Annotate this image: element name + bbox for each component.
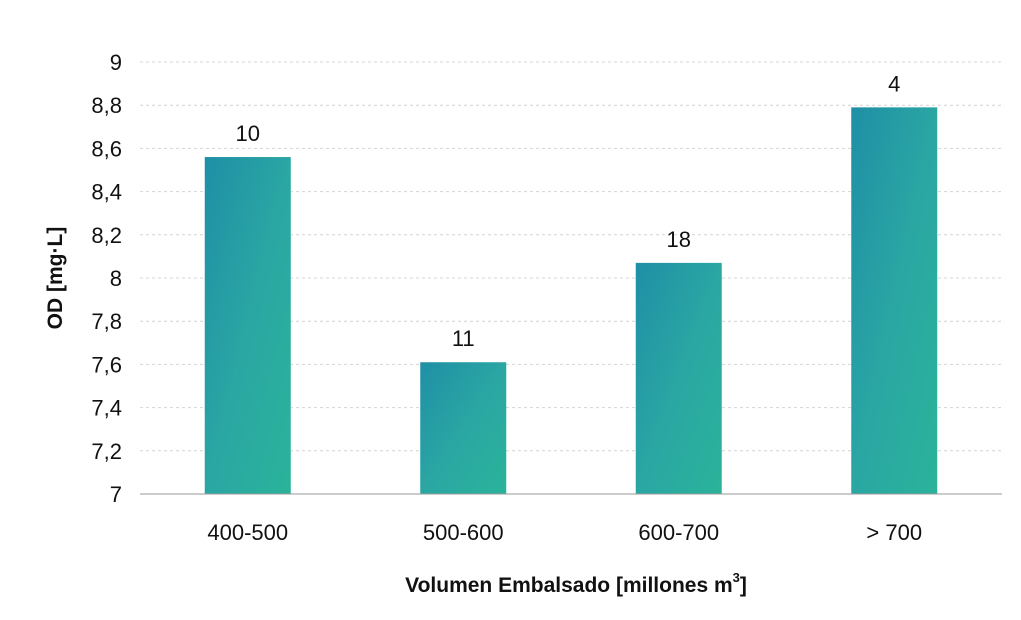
data-label: 18 (667, 227, 691, 252)
y-axis-ticks: 7 7,2 7,4 7,6 7,8 8 8,2 8,4 8,6 8,8 9 (91, 50, 122, 507)
bar (204, 157, 291, 495)
y-tick-label: 7,2 (91, 439, 122, 464)
y-tick-label: 7,6 (91, 352, 122, 377)
y-tick-label: 7,8 (91, 309, 122, 334)
x-axis-title-main: Volumen Embalsado [millones m (405, 574, 733, 597)
bar (420, 362, 507, 494)
x-axis-title-end: ] (740, 574, 747, 597)
y-tick-label: 9 (110, 50, 122, 75)
x-category-label: > 700 (866, 520, 922, 545)
data-labels: 10 11 18 4 (236, 71, 901, 351)
y-tick-label: 8,2 (91, 223, 122, 248)
x-category-label: 500-600 (423, 520, 504, 545)
x-axis-title: Volumen Embalsado [millones m3] (405, 570, 747, 597)
y-tick-label: 8 (110, 266, 122, 291)
data-label: 11 (452, 326, 475, 351)
x-category-label: 600-700 (638, 520, 719, 545)
x-axis-categories: 400-500 500-600 600-700 > 700 (207, 520, 922, 545)
y-tick-label: 7 (110, 482, 122, 507)
x-axis-title-superscript: 3 (733, 570, 740, 585)
y-tick-label: 7,4 (91, 396, 122, 421)
y-tick-label: 8,8 (91, 93, 122, 118)
x-category-label: 400-500 (207, 520, 288, 545)
y-tick-label: 8,4 (91, 180, 122, 205)
y-tick-label: 8,6 (91, 136, 122, 161)
bar (635, 262, 722, 494)
bars (204, 107, 938, 495)
data-label: 4 (888, 71, 900, 96)
data-label: 10 (236, 121, 260, 146)
bar (851, 107, 938, 495)
y-axis-title: OD [mg·L] (44, 227, 67, 330)
